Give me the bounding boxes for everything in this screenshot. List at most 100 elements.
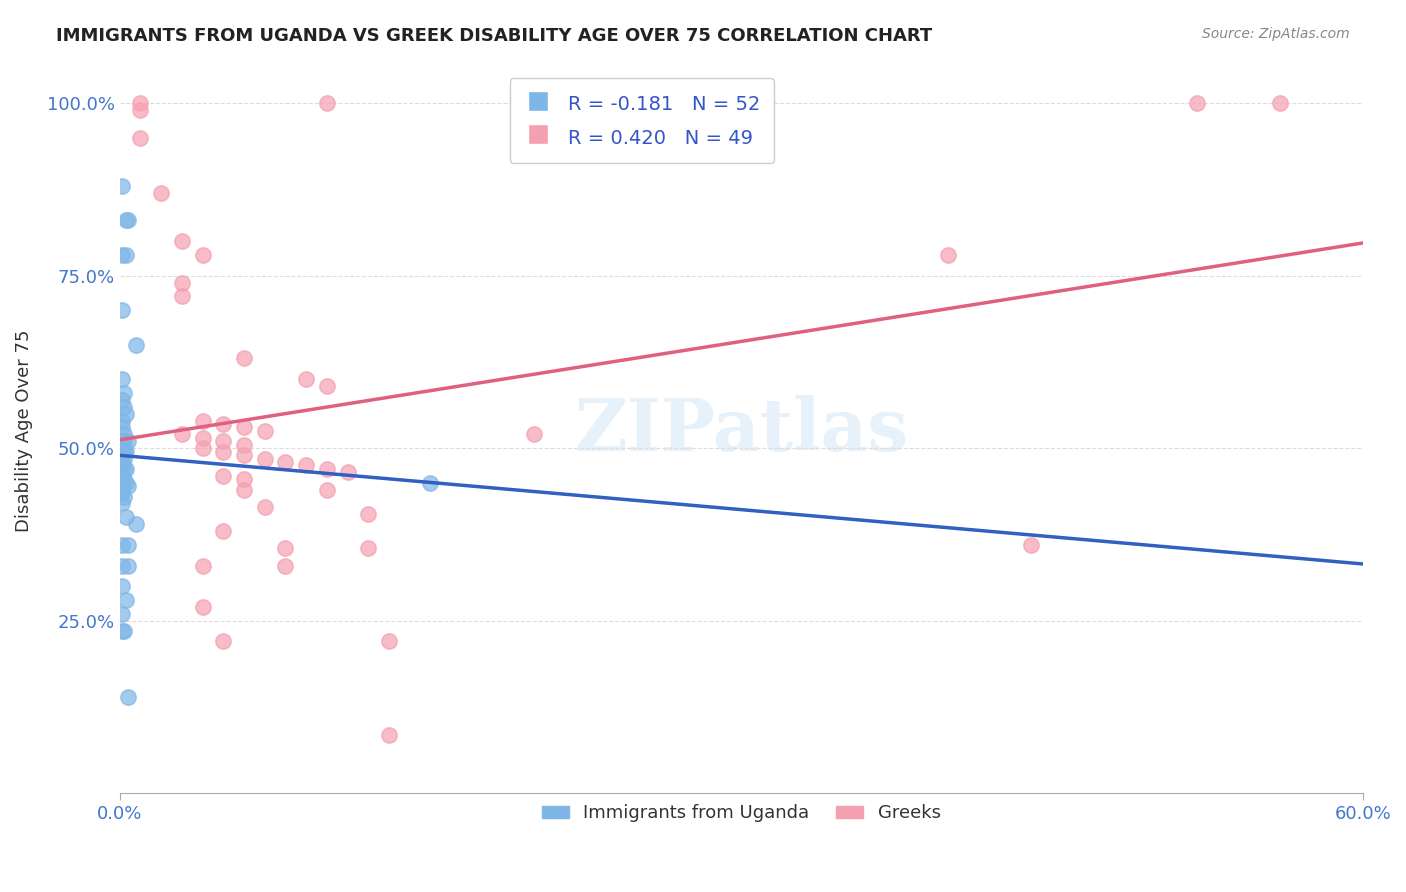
Legend: Immigrants from Uganda, Greeks: Immigrants from Uganda, Greeks: [529, 792, 953, 835]
Point: [111, 579, 134, 593]
Point: [212, 468, 235, 483]
Point: [212, 634, 235, 648]
Point: [170, 276, 193, 290]
Point: [274, 455, 297, 469]
Point: [1268, 96, 1291, 111]
Point: [111, 392, 134, 407]
Point: [378, 634, 401, 648]
Point: [111, 538, 134, 552]
Point: [115, 462, 138, 476]
Point: [125, 517, 148, 532]
Point: [111, 178, 134, 193]
Point: [111, 434, 134, 449]
Point: [129, 103, 152, 117]
Point: [212, 524, 235, 538]
Text: IMMIGRANTS FROM UGANDA VS GREEK DISABILITY AGE OVER 75 CORRELATION CHART: IMMIGRANTS FROM UGANDA VS GREEK DISABILI…: [56, 27, 932, 45]
Point: [129, 96, 152, 111]
Point: [191, 599, 214, 614]
Point: [274, 541, 297, 556]
Point: [111, 624, 134, 639]
Point: [233, 351, 256, 366]
Point: [111, 607, 134, 621]
Point: [357, 541, 380, 556]
Point: [115, 510, 138, 524]
Point: [253, 451, 276, 466]
Point: [111, 441, 134, 455]
Point: [233, 420, 256, 434]
Point: [233, 448, 256, 462]
Point: [111, 483, 134, 497]
Point: [112, 624, 135, 639]
Point: [125, 337, 148, 351]
Point: [357, 507, 380, 521]
Point: [936, 248, 959, 262]
Point: [111, 486, 134, 500]
Point: [191, 441, 214, 455]
Point: [253, 500, 276, 514]
Point: [117, 538, 139, 552]
Point: [150, 186, 173, 200]
Point: [111, 442, 134, 456]
Point: [233, 483, 256, 497]
Point: [730, 96, 752, 111]
Point: [233, 472, 256, 486]
Point: [111, 420, 134, 434]
Point: [111, 248, 134, 262]
Point: [1019, 538, 1042, 552]
Point: [117, 213, 139, 227]
Point: [274, 558, 297, 573]
Point: [111, 448, 134, 462]
Point: [111, 303, 134, 318]
Point: [316, 379, 339, 393]
Point: [111, 496, 134, 510]
Point: [117, 479, 139, 493]
Point: [111, 438, 134, 452]
Point: [316, 462, 339, 476]
Point: [115, 213, 138, 227]
Point: [233, 438, 256, 452]
Point: [129, 130, 152, 145]
Point: [111, 558, 134, 573]
Point: [191, 558, 214, 573]
Point: [117, 690, 139, 704]
Point: [115, 444, 138, 458]
Point: [170, 427, 193, 442]
Point: [111, 458, 134, 473]
Point: [112, 444, 135, 458]
Point: [111, 414, 134, 428]
Point: [419, 475, 441, 490]
Point: [212, 417, 235, 431]
Point: [117, 558, 139, 573]
Point: [111, 443, 134, 458]
Point: [191, 414, 214, 428]
Point: [170, 234, 193, 248]
Point: [191, 248, 214, 262]
Point: [112, 434, 135, 449]
Point: [212, 444, 235, 458]
Point: [115, 248, 138, 262]
Point: [378, 728, 401, 742]
Point: [112, 427, 135, 442]
Point: [111, 455, 134, 469]
Point: [115, 593, 138, 607]
Point: [111, 468, 134, 483]
Point: [111, 372, 134, 386]
Point: [112, 490, 135, 504]
Point: [295, 458, 318, 473]
Point: [191, 431, 214, 445]
Text: Source: ZipAtlas.com: Source: ZipAtlas.com: [1202, 27, 1350, 41]
Point: [170, 289, 193, 303]
Point: [1185, 96, 1208, 111]
Point: [523, 427, 546, 442]
Point: [316, 96, 339, 111]
Point: [253, 424, 276, 438]
Y-axis label: Disability Age Over 75: Disability Age Over 75: [15, 330, 32, 533]
Point: [112, 400, 135, 414]
Point: [336, 466, 359, 480]
Point: [115, 475, 138, 490]
Point: [112, 462, 135, 476]
Point: [115, 407, 138, 421]
Point: [212, 434, 235, 449]
Point: [112, 386, 135, 401]
Text: ZIPatlas: ZIPatlas: [574, 395, 908, 467]
